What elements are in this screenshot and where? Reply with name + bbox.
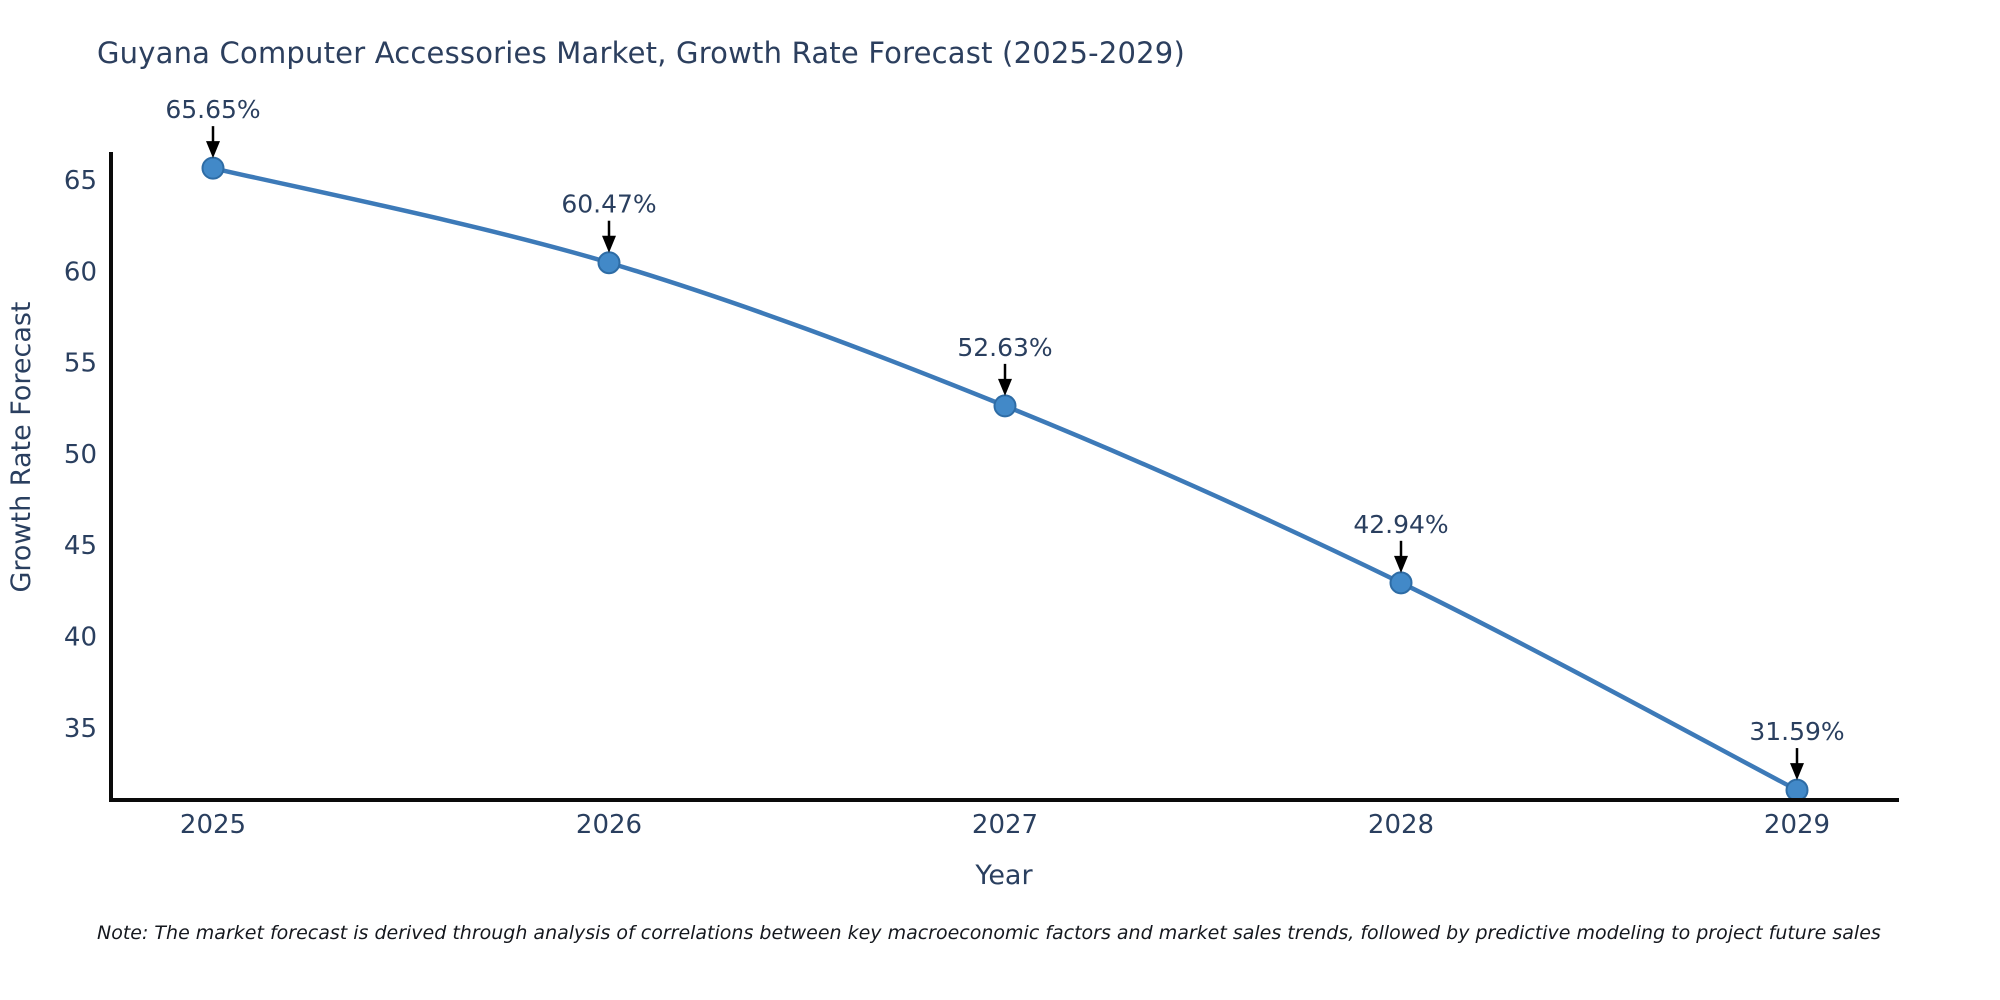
footnote: Note: The market forecast is derived thr… [97,922,1881,944]
annotation-arrow-head [602,235,616,253]
annotation-arrow-head [206,141,220,159]
x-tick-2025: 2025 [180,810,246,840]
point-label-2027: 52.63% [957,333,1052,362]
point-label-2028: 42.94% [1353,510,1448,539]
annotation-arrow-head [998,378,1012,396]
x-tick-2027: 2027 [972,810,1038,840]
y-tick-45: 45 [64,531,97,561]
point-label-2025: 65.65% [165,95,260,124]
x-tick-2026: 2026 [576,810,642,840]
y-tick-50: 50 [64,440,97,470]
x-tick-2028: 2028 [1368,810,1434,840]
y-tick-65: 65 [64,166,97,196]
point-label-2029: 31.59% [1749,717,1844,746]
y-tick-60: 60 [64,257,97,287]
y-tick-35: 35 [64,714,97,744]
y-tick-40: 40 [64,623,97,653]
point-label-2026: 60.47% [561,190,656,219]
data-point-2026 [597,251,621,275]
y-axis-title: Growth Rate Forecast [6,301,37,592]
y-tick-55: 55 [64,349,97,379]
chart-title: Guyana Computer Accessories Market, Grow… [97,36,1185,70]
x-axis-title: Year [974,860,1033,891]
annotation-arrow-head [1394,555,1408,573]
data-point-2029 [1785,778,1809,802]
forecast-line [212,165,1799,793]
x-tick-2029: 2029 [1764,810,1830,840]
data-point-2028 [1389,571,1413,595]
data-point-2027 [993,394,1017,418]
annotation-arrow-head [1790,763,1804,781]
data-point-2025 [201,156,225,180]
